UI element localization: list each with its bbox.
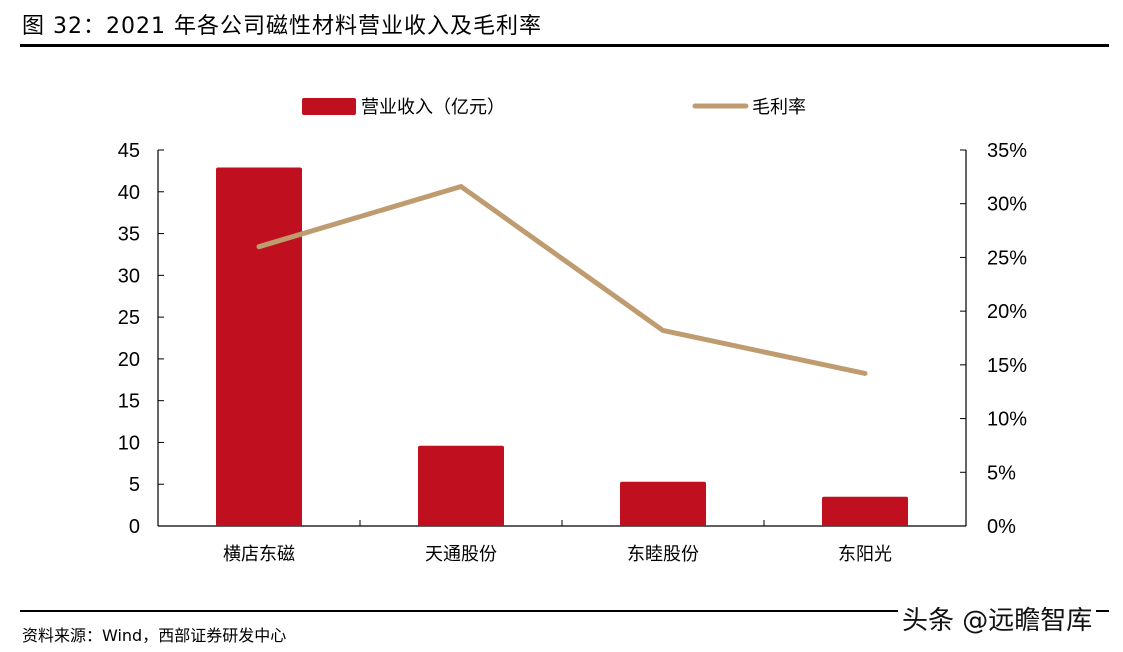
right-tick-label: 35%: [987, 140, 1027, 162]
category-label: 东睦股份: [627, 544, 699, 565]
figure-title: 图 32：2021 年各公司磁性材料营业收入及毛利率: [22, 14, 542, 39]
legend-bar-swatch: [302, 98, 356, 115]
watermark: 头条 @远瞻智库: [898, 600, 1097, 637]
left-tick-label: 35: [118, 224, 140, 246]
source-note: 资料来源：Wind，西部证券研发中心: [22, 626, 287, 645]
left-tick-label: 0: [129, 516, 140, 538]
right-tick-label: 25%: [987, 247, 1027, 269]
category-label: 东阳光: [838, 544, 892, 565]
left-tick-label: 45: [118, 140, 140, 162]
right-tick-label: 0%: [987, 516, 1016, 538]
top-rule: [20, 44, 1109, 47]
left-tick-label: 10: [118, 432, 140, 454]
left-tick-label: 30: [118, 265, 140, 287]
legend-label-margin: 毛利率: [752, 97, 806, 118]
revenue-bar: [418, 445, 504, 526]
bottom-rule: [20, 610, 1109, 612]
category-label: 天通股份: [425, 544, 497, 565]
left-tick-label: 20: [118, 349, 140, 371]
right-tick-label: 15%: [987, 355, 1027, 377]
revenue-bar: [822, 496, 908, 526]
revenue-bar: [216, 167, 302, 526]
legend-label-revenue: 营业收入（亿元）: [361, 97, 505, 118]
left-tick-label: 5: [129, 474, 140, 496]
right-tick-label: 20%: [987, 301, 1027, 323]
right-tick-label: 30%: [987, 194, 1027, 216]
left-tick-label: 15: [118, 391, 140, 413]
left-tick-label: 40: [118, 182, 140, 204]
right-tick-label: 10%: [987, 409, 1027, 431]
right-tick-label: 5%: [987, 462, 1016, 484]
left-tick-label: 25: [118, 307, 140, 329]
revenue-bar: [620, 481, 706, 526]
category-label: 横店东磁: [223, 544, 295, 565]
gross-margin-line: [256, 184, 868, 376]
